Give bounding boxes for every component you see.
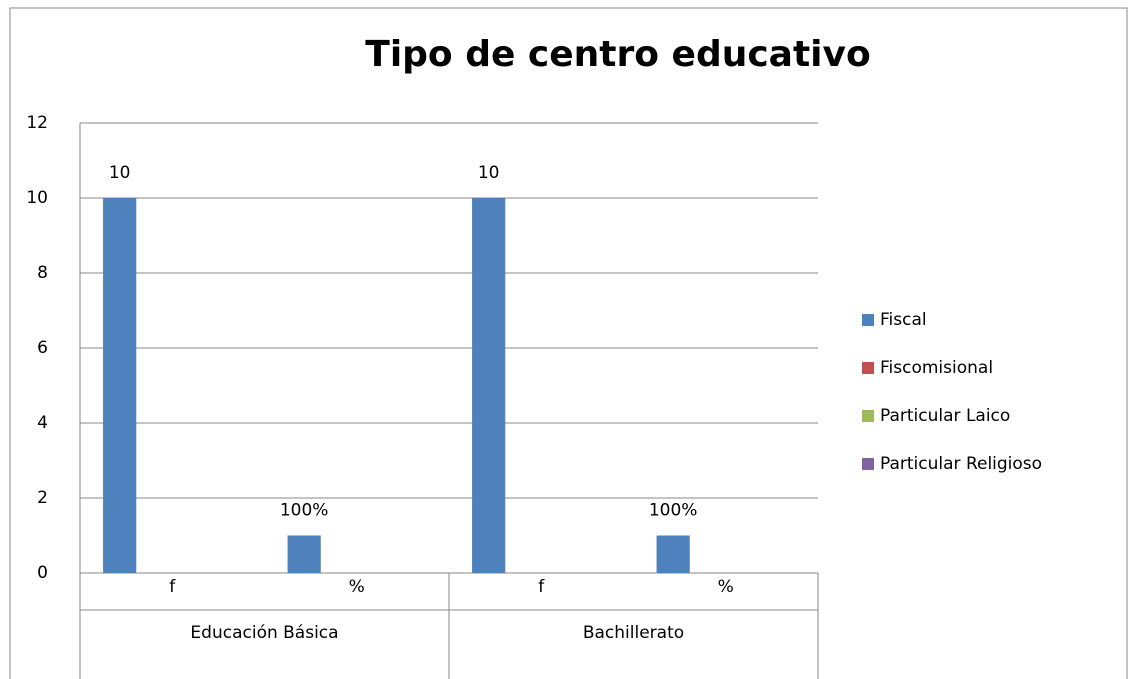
y-tick-label: 10	[26, 188, 48, 208]
legend-label: Fiscal	[880, 310, 927, 330]
x-tick-label: f	[169, 577, 176, 597]
legend-label: Fiscomisional	[880, 358, 993, 378]
y-tick-label: 6	[37, 338, 48, 358]
legend-label: Particular Religioso	[880, 454, 1042, 474]
bar	[287, 535, 321, 573]
data-label: 100%	[649, 501, 698, 521]
x-tick-label: f	[538, 577, 545, 597]
y-tick-label: 0	[37, 563, 48, 583]
y-tick-label: 8	[37, 263, 48, 283]
bar	[656, 535, 690, 573]
data-label: 10	[109, 163, 131, 183]
group-label: Bachillerato	[583, 623, 684, 643]
y-tick-label: 2	[37, 488, 48, 508]
legend-swatch	[862, 458, 874, 470]
y-tick-label: 4	[37, 413, 48, 433]
legend-swatch	[862, 410, 874, 422]
legend-label: Particular Laico	[880, 406, 1010, 426]
data-label: 100%	[280, 501, 329, 521]
bar	[472, 198, 506, 573]
x-tick-label: %	[349, 577, 365, 597]
chart-frame	[9, 7, 1128, 679]
y-tick-label: 12	[26, 113, 48, 133]
bar	[103, 198, 137, 573]
legend-swatch	[862, 362, 874, 374]
x-tick-label: %	[718, 577, 734, 597]
data-label: 10	[478, 163, 500, 183]
group-label: Educación Básica	[190, 623, 338, 643]
chart-title: Tipo de centro educativo	[365, 34, 870, 75]
legend-swatch	[862, 314, 874, 326]
